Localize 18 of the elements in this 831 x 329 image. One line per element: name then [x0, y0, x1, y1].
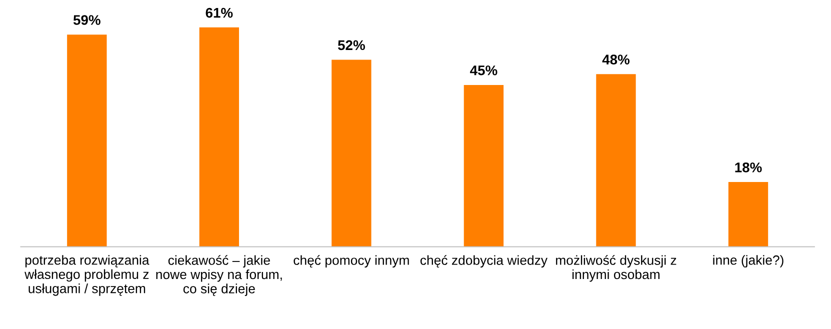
x-tick-label: ciekawość – jakie nowe wpisy na forum, co się dzieje — [156, 255, 282, 296]
data-label: 18% — [735, 162, 762, 172]
bar — [199, 27, 240, 247]
bar — [596, 74, 636, 247]
x-tick-label: potrzeba rozwiązania własnego problemu z usługami / sprzętem — [24, 255, 150, 296]
data-label: 52% — [338, 40, 365, 50]
bar — [464, 84, 504, 247]
data-label: 61% — [206, 8, 233, 18]
data-label: 45% — [470, 65, 498, 76]
bar — [332, 60, 372, 247]
x-tick-label: chęć pomocy innym — [294, 255, 409, 268]
bar — [728, 182, 768, 247]
bar — [67, 34, 107, 247]
data-label: 59% — [73, 15, 100, 25]
x-tick-label: chęć zdobycia wiedzy — [420, 255, 548, 268]
x-tick-label: możliwość dyskusji z innymi osobam — [556, 255, 676, 282]
data-label: 48% — [602, 54, 630, 64]
x-tick-label: inne (jakie?) — [713, 255, 784, 268]
